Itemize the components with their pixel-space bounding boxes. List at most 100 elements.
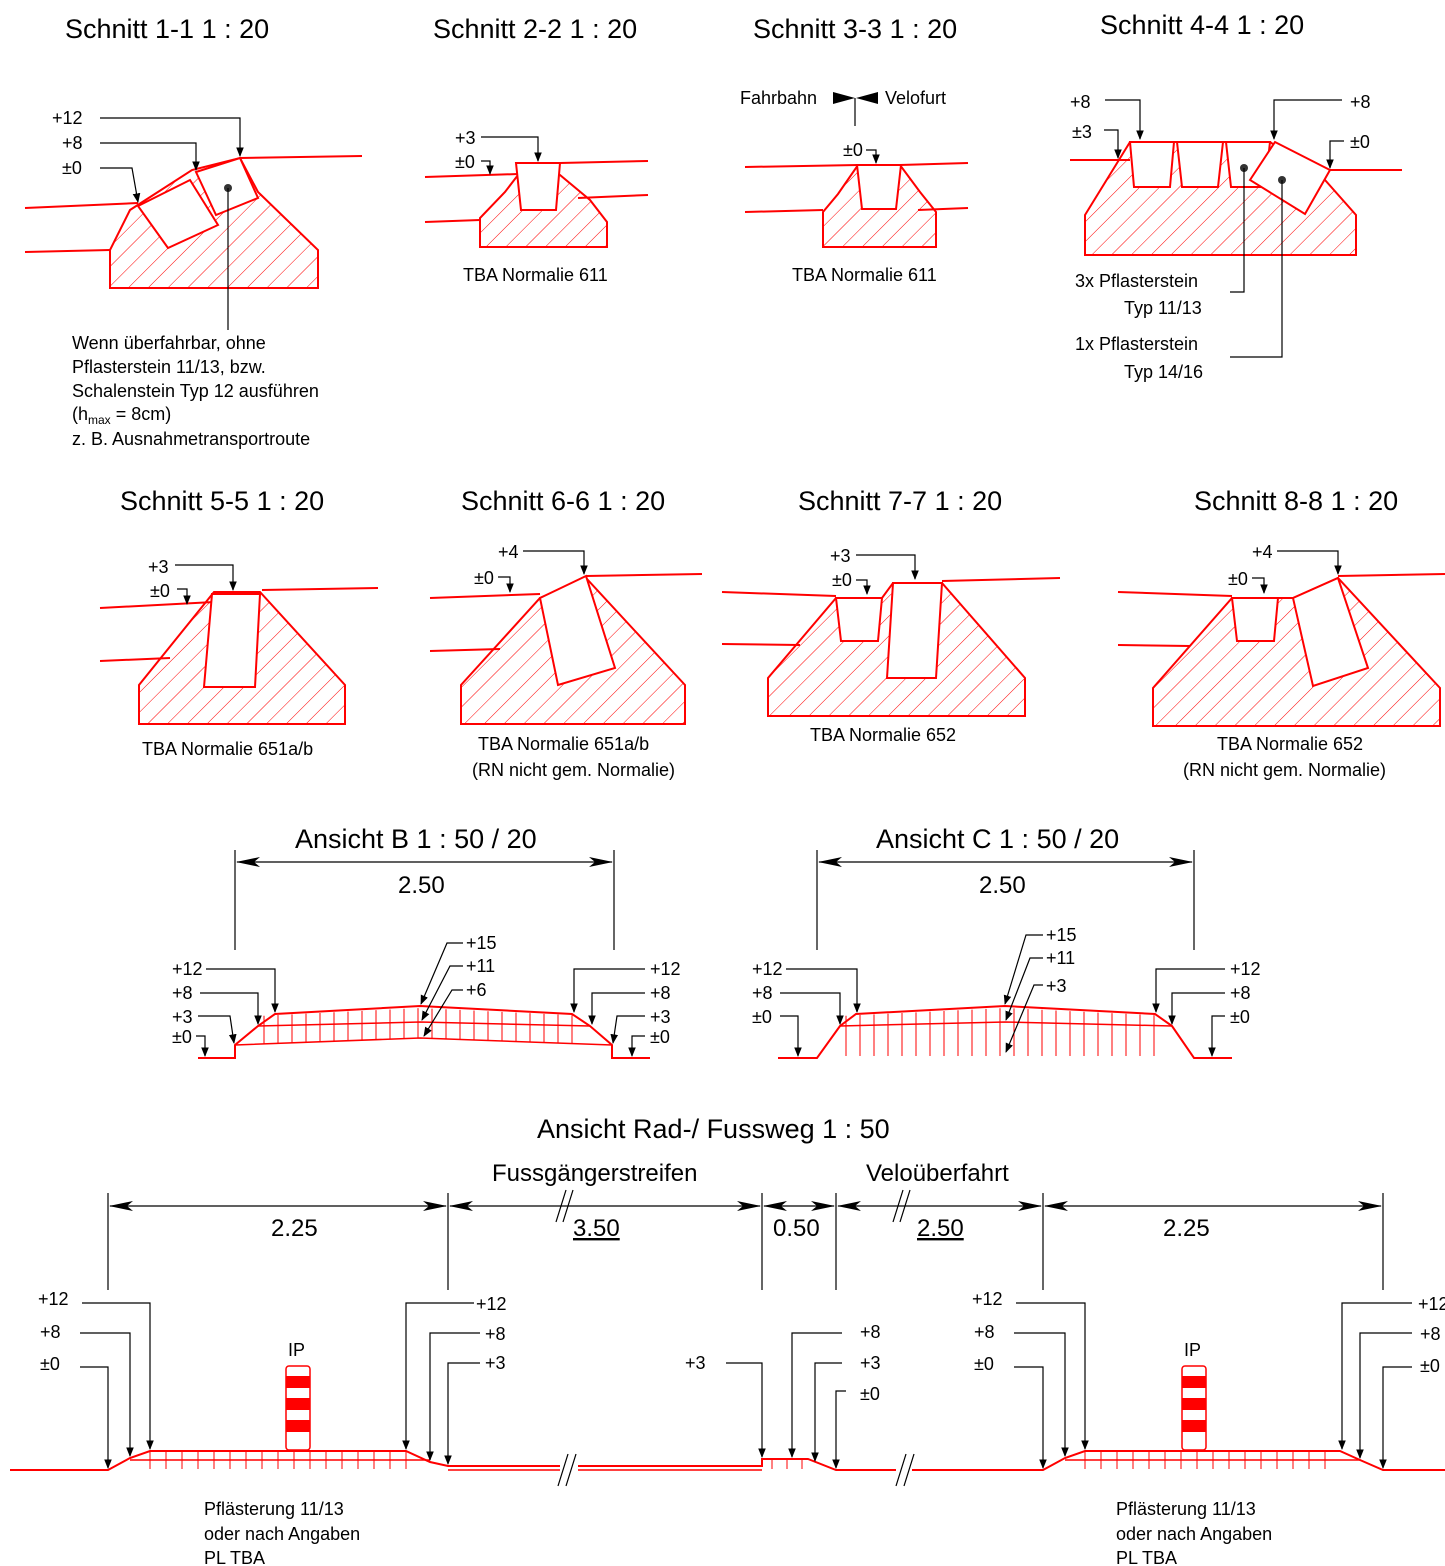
dimension-label: 2.50 xyxy=(979,872,1026,899)
note-line: Pflasterstein 11/13, bzw. xyxy=(72,357,266,377)
view-bike-foot-path: Ansicht Rad-/ Fussweg 1 : 50 Fussgängers… xyxy=(10,1114,1445,1566)
view-c: Ansicht C 1 : 50 / 20 2.50 +12 +8 ±0 +15… xyxy=(752,824,1261,1059)
note-line: Wenn überfahrbar, ohne xyxy=(72,333,266,353)
post-label: IP xyxy=(288,1340,305,1360)
section-1-1-note: Wenn überfahrbar, ohne Pflasterstein 11/… xyxy=(72,333,319,449)
level-label: +12 xyxy=(752,959,783,979)
note-line: oder nach Angaben xyxy=(1116,1524,1272,1544)
level-label: +3 xyxy=(485,1353,506,1373)
section-2-2: Schnitt 2-2 1 : 20 +3 ±0 TBA Normalie 61… xyxy=(424,14,649,285)
level-label: ±0 xyxy=(1420,1356,1440,1376)
level-label: ±0 xyxy=(1350,132,1370,152)
section-5-5-title: Schnitt 5-5 1 : 20 xyxy=(120,486,324,516)
paving-joints xyxy=(149,1452,1326,1469)
level-label: +8 xyxy=(650,983,671,1003)
note-line: (hmax = 8cm) xyxy=(72,404,171,427)
level-label: +3 xyxy=(860,1353,881,1373)
level-label: ±0 xyxy=(455,152,475,172)
note-line: z. B. Ausnahmetransportroute xyxy=(72,429,310,449)
note-line: Pflästerung 11/13 xyxy=(1116,1499,1256,1519)
curb-stone-low xyxy=(136,178,220,250)
level-label: +12 xyxy=(476,1294,507,1314)
level-label: ±0 xyxy=(1228,569,1248,589)
section-caption: (RN nicht gem. Normalie) xyxy=(472,760,675,780)
level-label: ±0 xyxy=(832,570,852,590)
level-label: ±0 xyxy=(474,568,494,588)
note-line: 3x Pflasterstein xyxy=(1075,271,1198,291)
level-label: +8 xyxy=(752,983,773,1003)
ip-post-right: IP xyxy=(1181,1340,1207,1451)
level-label: +15 xyxy=(1046,925,1077,945)
level-label: +4 xyxy=(498,542,519,562)
level-label: +8 xyxy=(1420,1324,1441,1344)
level-label: ±0 xyxy=(62,158,82,178)
section-3-3: Schnitt 3-3 1 : 20 Fahrbahn Velofurt ±0 … xyxy=(740,14,969,285)
level-label: +15 xyxy=(466,933,497,953)
dimension-label: 2.25 xyxy=(271,1215,318,1242)
note-line: PL TBA xyxy=(204,1548,265,1566)
level-label: +3 xyxy=(1046,976,1067,996)
note-line: oder nach Angaben xyxy=(204,1524,360,1544)
dimension-label: 2.25 xyxy=(1163,1215,1210,1242)
level-label: +8 xyxy=(1350,92,1371,112)
level-label: +8 xyxy=(974,1322,995,1342)
zone-label: Fussgängerstreifen xyxy=(492,1160,697,1187)
level-label: +6 xyxy=(466,980,487,1000)
view-rad-title: Ansicht Rad-/ Fussweg 1 : 50 xyxy=(537,1114,890,1144)
road-surface-left xyxy=(24,202,139,209)
level-label: ±0 xyxy=(650,1027,670,1047)
level-label: +8 xyxy=(172,983,193,1003)
section-1-1: Schnitt 1-1 1 : 20 +12 +8 ±0 Wenn überfa… xyxy=(24,14,363,449)
paving-joints xyxy=(263,1008,573,1044)
paving-joints xyxy=(845,1008,1155,1056)
level-label: ±0 xyxy=(150,581,170,601)
section-caption: TBA Normalie 651a/b xyxy=(142,739,313,759)
level-label: +12 xyxy=(38,1289,69,1309)
view-b-title: Ansicht B 1 : 50 / 20 xyxy=(295,824,537,854)
level-label: ±0 xyxy=(860,1384,880,1404)
section-7-7-title: Schnitt 7-7 1 : 20 xyxy=(798,486,1002,516)
section-caption: TBA Normalie 652 xyxy=(810,725,956,745)
level-label: ±0 xyxy=(974,1354,994,1374)
zone-label: Veloüberfahrt xyxy=(866,1160,1009,1187)
level-label: +4 xyxy=(1252,542,1273,562)
dimension-label: 2.50 xyxy=(398,872,445,899)
section-1-1-title: Schnitt 1-1 1 : 20 xyxy=(65,14,269,44)
side-label: Velofurt xyxy=(885,88,946,108)
level-label: ±0 xyxy=(40,1354,60,1374)
dimension-label: 0.50 xyxy=(773,1215,820,1242)
level-label: +12 xyxy=(172,959,203,979)
note-line: PL TBA xyxy=(1116,1548,1177,1566)
side-label: Fahrbahn xyxy=(740,88,817,108)
ip-post-left: IP xyxy=(285,1340,311,1451)
section-caption: TBA Normalie 652 xyxy=(1217,734,1363,754)
level-label: +8 xyxy=(485,1324,506,1344)
section-8-8-title: Schnitt 8-8 1 : 20 xyxy=(1194,486,1398,516)
section-6-6: Schnitt 6-6 1 : 20 +4 ±0 TBA Normalie 65… xyxy=(429,486,703,780)
post-label: IP xyxy=(1184,1340,1201,1360)
level-label: ±0 xyxy=(1230,1007,1250,1027)
section-caption: TBA Normalie 611 xyxy=(463,265,608,285)
level-label: +12 xyxy=(650,959,681,979)
level-label: +11 xyxy=(1046,948,1075,968)
level-label: +8 xyxy=(1070,92,1091,112)
level-label: +12 xyxy=(1418,1294,1445,1314)
note-line: Typ 11/13 xyxy=(1124,298,1202,318)
level-label: ±0 xyxy=(752,1007,772,1027)
note-part: (h xyxy=(72,404,88,424)
section-caption: TBA Normalie 611 xyxy=(792,265,937,285)
level-label: +3 xyxy=(172,1007,193,1027)
section-3-3-title: Schnitt 3-3 1 : 20 xyxy=(753,14,957,44)
note-line: Pflästerung 11/13 xyxy=(204,1499,344,1519)
level-label: +8 xyxy=(62,133,83,153)
dimension-label: 2.50 xyxy=(917,1215,964,1242)
level-label: +12 xyxy=(972,1289,1003,1309)
section-4-4: Schnitt 4-4 1 : 20 +8 ±3 +8 ±0 3x Pflast… xyxy=(1070,10,1402,382)
section-7-7: Schnitt 7-7 1 : 20 +3 ±0 TBA Normalie 65… xyxy=(721,486,1061,745)
note-subscript: max xyxy=(88,413,111,427)
level-label: ±0 xyxy=(172,1027,192,1047)
level-label: +8 xyxy=(1230,983,1251,1003)
section-8-8: Schnitt 8-8 1 : 20 +4 ±0 TBA Normalie 65… xyxy=(1117,486,1445,780)
dimension-label: 3.50 xyxy=(573,1215,620,1242)
